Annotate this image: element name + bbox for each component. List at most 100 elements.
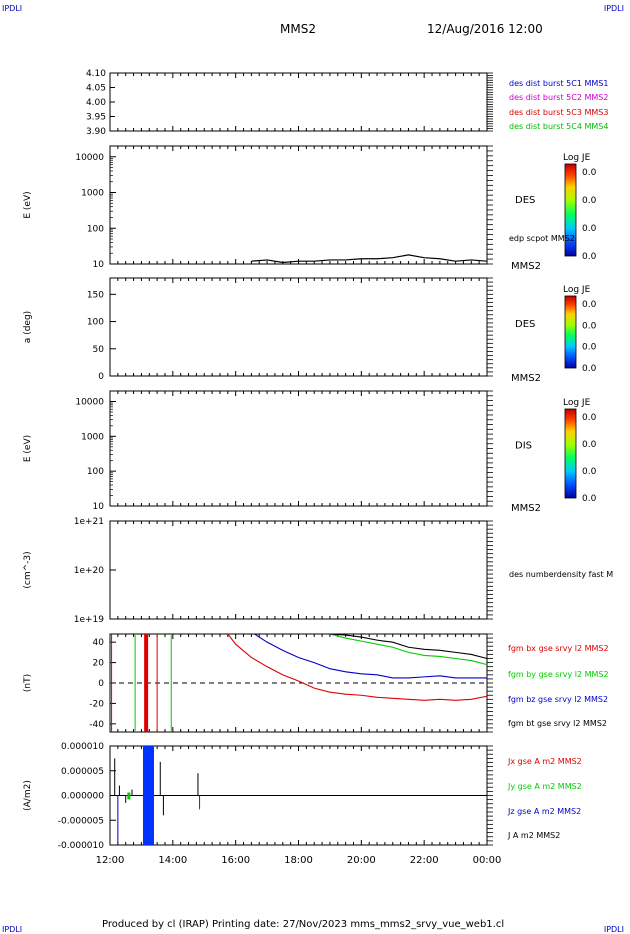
fgm-series-2 [254, 633, 487, 679]
y-tick-label: 1e+19 [74, 615, 105, 625]
spacecraft-label: MMS2 [511, 261, 541, 272]
legend-entry: Jz gse A m2 MMS2 [507, 807, 581, 816]
y-axis-label-des_energy: E (eV) [23, 191, 33, 218]
legend-entry: Jx gse A m2 MMS2 [507, 757, 582, 766]
y-tick-label: 0.000010 [61, 742, 104, 752]
y-tick-label: 0 [98, 372, 104, 382]
legend-entry: Jy gse A m2 MMS2 [507, 782, 582, 791]
y-tick-label: 20 [93, 659, 105, 669]
x-tick-label: 20:00 [347, 855, 376, 866]
x-tick-label: 00:00 [473, 855, 502, 866]
y-tick-label: 40 [93, 638, 105, 648]
colorbar-dis_energy [564, 408, 577, 499]
colorbar-tick-label: 0.0 [582, 252, 597, 262]
colorbar-tick-label: 0.0 [582, 343, 597, 353]
colorbar-tick-label: 0.0 [582, 364, 597, 374]
y-tick-label: 3.90 [86, 127, 106, 137]
y-tick-label: 100 [87, 224, 104, 234]
y-tick-label: 50 [93, 345, 105, 355]
datetime-title: 12/Aug/2016 12:00 [427, 22, 543, 36]
y-tick-label: 1e+20 [74, 566, 105, 576]
species-label: DES [515, 319, 535, 330]
spacecraft-label: MMS2 [511, 373, 541, 384]
y-tick-label: 4.05 [86, 84, 106, 94]
y-axis-label-dis_energy: E (eV) [23, 435, 33, 462]
colorbar-tick-label: 0.0 [582, 321, 597, 331]
y-tick-label: -0.000010 [58, 841, 104, 851]
legend-entry: fgm bt gse srvy l2 MMS2 [508, 719, 607, 728]
x-tick-label: 12:00 [96, 855, 125, 866]
legend-entry: fgm bz gse srvy l2 MMS2 [508, 695, 608, 704]
panel-frame-orbit [109, 72, 488, 132]
spacecraft-label: MMS2 [511, 503, 541, 514]
panel-frame-des_pitch [109, 277, 488, 377]
y-axis-label-des_pitch: a (deg) [23, 311, 33, 343]
y-axis-label-current: (A/m2) [23, 780, 33, 811]
y-tick-label: -20 [89, 699, 104, 709]
fgm-series-0 [227, 633, 488, 701]
fgm-series-1 [329, 633, 488, 666]
panel-frame-des_energy [109, 145, 488, 265]
y-tick-label: 10 [93, 260, 105, 270]
colorbar-title: Log JE [563, 285, 591, 295]
colorbar-des_pitch [564, 295, 577, 369]
species-label: DES [515, 195, 535, 206]
y-tick-label: -0.000005 [58, 816, 104, 826]
colorbar-tick-label: 0.0 [582, 494, 597, 504]
colorbar-tick-label: 0.0 [582, 440, 597, 450]
x-tick-label: 22:00 [410, 855, 439, 866]
x-tick-label: 18:00 [284, 855, 313, 866]
scpot-line [251, 254, 488, 264]
legend-entry: des dist burst 5C2 MMS2 [509, 93, 608, 102]
y-tick-label: 0 [98, 679, 104, 689]
colorbar-tick-label: 0.0 [582, 168, 597, 178]
corner-label-bottom-right: IPDLI [603, 925, 624, 934]
y-tick-label: 100 [87, 318, 104, 328]
y-tick-label: 4.10 [86, 69, 106, 79]
overlay-label: edp scpot MMS2 [509, 234, 575, 243]
y-tick-label: 100 [87, 467, 104, 477]
colorbar-title: Log JE [563, 153, 591, 163]
panel-frame-density [109, 520, 488, 620]
y-tick-label: 0.000000 [61, 792, 104, 802]
y-tick-label: -40 [89, 720, 104, 730]
legend-entry: des dist burst 5C4 MMS4 [509, 122, 608, 131]
colorbar-title: Log JE [563, 398, 591, 408]
corner-label-bottom-left: IPDLI [2, 925, 23, 934]
legend-entry: fgm bx gse srvy l2 MMS2 [508, 644, 609, 653]
y-axis-label-fgm: (nT) [23, 674, 33, 692]
y-tick-label: 1e+21 [74, 517, 104, 527]
y-tick-label: 0.000005 [61, 767, 104, 777]
corner-label-top-left: IPDLI [2, 4, 23, 13]
legend-entry: J A m2 MMS2 [507, 831, 560, 840]
corner-label-top-right: IPDLI [603, 4, 624, 13]
y-tick-label: 10000 [75, 397, 104, 407]
y-tick-label: 150 [87, 290, 104, 300]
legend-entry: des dist burst 5C1 MMS1 [509, 79, 608, 88]
colorbar-tick-label: 0.0 [582, 413, 597, 423]
footer-text: Produced by cl (IRAP) Printing date: 27/… [102, 919, 505, 930]
panel-frame-dis_energy [109, 390, 488, 507]
x-tick-label: 16:00 [221, 855, 250, 866]
legend-entry: des dist burst 5C3 MMS3 [509, 108, 608, 117]
y-tick-label: 10 [93, 502, 105, 512]
jz-burst-block [142, 746, 154, 845]
colorbar-tick-label: 0.0 [582, 196, 597, 206]
legend-entry: fgm by gse srvy l2 MMS2 [508, 670, 609, 679]
y-axis-label-density: (cm^-3) [23, 551, 33, 588]
y-tick-label: 10000 [75, 153, 104, 163]
y-tick-label: 4.00 [86, 98, 106, 108]
colorbar-tick-label: 0.0 [582, 300, 597, 310]
y-tick-label: 1000 [81, 432, 104, 442]
y-tick-label: 1000 [81, 189, 104, 199]
colorbar-tick-label: 0.0 [582, 467, 597, 477]
x-tick-label: 14:00 [158, 855, 187, 866]
colorbar-tick-label: 0.0 [582, 224, 597, 234]
fgm-series-3 [329, 633, 488, 660]
legend-entry: des numberdensity fast M [509, 570, 613, 579]
colorbar-des_energy [564, 163, 577, 257]
species-label: DIS [515, 441, 532, 452]
spacecraft-title: MMS2 [280, 22, 316, 36]
y-tick-label: 3.95 [86, 113, 106, 123]
